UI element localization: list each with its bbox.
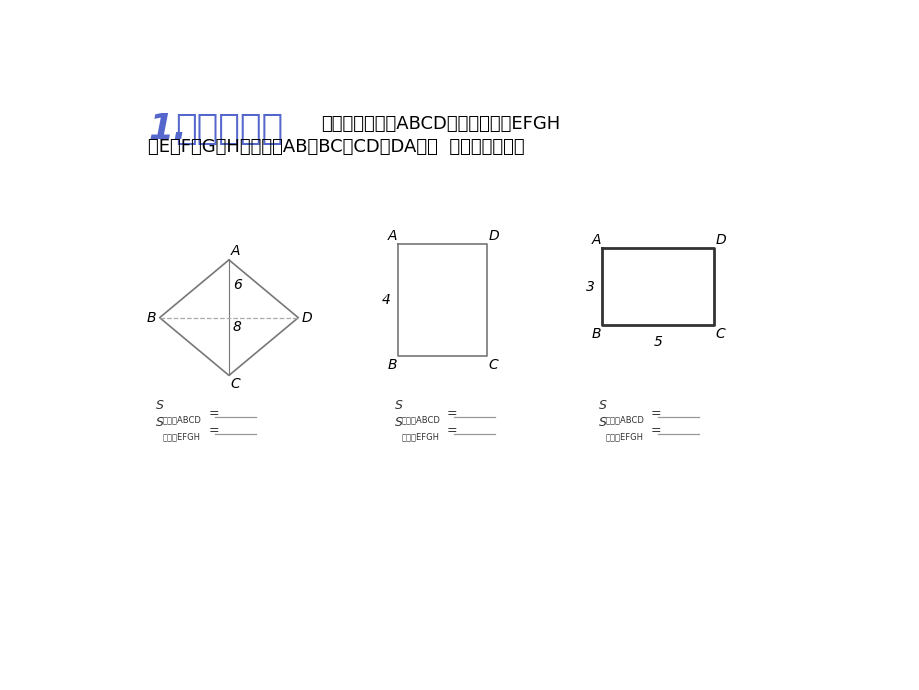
Text: 6: 6 xyxy=(233,278,242,293)
Text: B: B xyxy=(387,357,396,372)
Text: B: B xyxy=(591,327,600,341)
Text: =: = xyxy=(208,406,219,420)
Text: C: C xyxy=(488,357,498,372)
Text: S: S xyxy=(598,399,606,412)
Text: D: D xyxy=(715,233,725,247)
Text: =: = xyxy=(651,406,661,420)
Text: 3: 3 xyxy=(585,280,594,294)
Text: 四边形EFGH: 四边形EFGH xyxy=(163,433,200,442)
Text: B: B xyxy=(146,310,155,325)
Text: S: S xyxy=(155,399,164,412)
Text: S: S xyxy=(394,399,402,412)
Text: D: D xyxy=(488,229,498,243)
Text: =: = xyxy=(208,424,219,437)
Text: 1.: 1. xyxy=(148,112,187,146)
Text: 4: 4 xyxy=(381,293,391,307)
Text: 四边形EFGH: 四边形EFGH xyxy=(605,433,642,442)
Text: 四边形EFGH: 四边形EFGH xyxy=(401,433,439,442)
Text: S: S xyxy=(155,415,164,428)
Text: A: A xyxy=(591,233,600,247)
Text: A: A xyxy=(387,229,396,243)
Text: 5: 5 xyxy=(652,335,662,348)
Text: S: S xyxy=(394,415,402,428)
Text: 四边形ABCD: 四边形ABCD xyxy=(163,415,201,424)
Text: 四边形ABCD: 四边形ABCD xyxy=(605,415,643,424)
Text: D: D xyxy=(301,310,312,325)
Text: 画出下列四边形ABCD的中点四边形EFGH: 画出下列四边形ABCD的中点四边形EFGH xyxy=(321,115,560,133)
Text: S: S xyxy=(598,415,606,428)
Text: C: C xyxy=(231,377,240,391)
Text: （E、F、G、H分别在边AB、BC、CD、DA），  并计算其面积。: （E、F、G、H分别在边AB、BC、CD、DA）， 并计算其面积。 xyxy=(148,138,524,156)
Text: =: = xyxy=(447,424,457,437)
Text: A: A xyxy=(231,244,240,258)
Text: =: = xyxy=(447,406,457,420)
Text: 四边形ABCD: 四边形ABCD xyxy=(401,415,440,424)
Text: 画图与计算: 画图与计算 xyxy=(175,112,283,146)
Text: =: = xyxy=(651,424,661,437)
Text: 8: 8 xyxy=(233,320,242,334)
Text: C: C xyxy=(715,327,724,341)
